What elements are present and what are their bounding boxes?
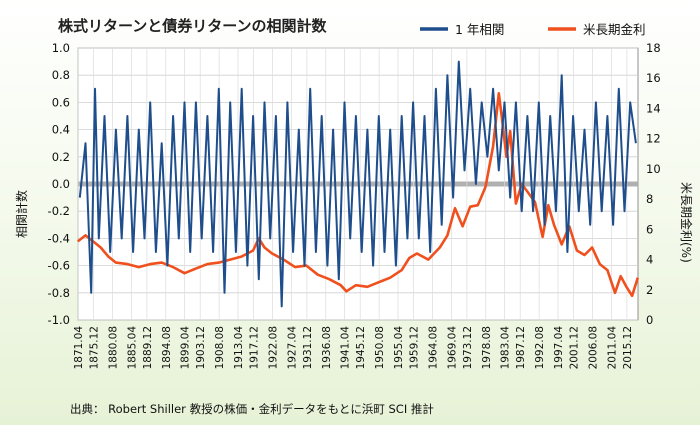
x-tick-label: 1927.04 <box>286 326 298 370</box>
y-right-tick-label: 4 <box>646 253 653 267</box>
x-tick-label: 1973.12 <box>462 326 474 369</box>
x-tick-label: 1871.04 <box>73 326 85 370</box>
legend-label-correlation: 1 年相関 <box>455 22 504 37</box>
chart-title: 株式リターンと債券リターンの相関計数 <box>58 17 328 35</box>
x-axis-ticks: 1871.04 1875.12 1880.08 1885.04 1889.12 1894.… <box>73 326 634 370</box>
x-tick-label: 2001.12 <box>569 326 581 369</box>
x-tick-label: 1978.08 <box>481 326 493 369</box>
y-axis-left-label: 相関計数 <box>14 190 29 238</box>
x-tick-label: 1983.04 <box>500 326 512 370</box>
x-tick-label: 1955.04 <box>393 326 405 370</box>
x-tick-label: 1894.08 <box>161 326 173 369</box>
series-rate <box>77 92 640 298</box>
y-axis-right-label: 米長期金利(%) <box>679 182 694 263</box>
y-right-tick-label: 2 <box>646 283 653 297</box>
x-tick-label: 1917.12 <box>249 326 261 369</box>
y-right-tick-label: 16 <box>646 71 661 85</box>
y-left-tick-label: -0.8 <box>48 286 70 300</box>
y-left-tick-label: 0.2 <box>52 150 70 164</box>
x-tick-label: 1950.08 <box>374 326 386 369</box>
y-left-tick-label: 1.0 <box>52 41 70 55</box>
x-tick-label: 1885.04 <box>126 326 138 370</box>
y-right-tick-label: 18 <box>646 41 661 55</box>
x-tick-label: 1903.12 <box>195 326 207 369</box>
x-tick-label: 1889.12 <box>142 326 154 369</box>
y-left-tick-label: -0.2 <box>48 204 70 218</box>
y-right-tick-label: 8 <box>646 192 653 206</box>
y-right-tick-label: 12 <box>646 132 661 146</box>
y-left-tick-label: 0.4 <box>52 123 70 137</box>
x-tick-label: 1908.08 <box>214 326 226 369</box>
legend-label-rate: 米長期金利 <box>583 22 646 37</box>
y-left-tick-label: 0.8 <box>52 68 70 82</box>
x-tick-label: 1941.04 <box>340 326 352 370</box>
x-tick-label: 1880.08 <box>107 326 119 369</box>
x-tick-label: 1945.12 <box>355 326 367 369</box>
y-left-tick-label: -0.6 <box>48 259 70 273</box>
x-tick-label: 1997.04 <box>553 326 565 370</box>
x-tick-label: 1964.08 <box>427 326 439 369</box>
series-correlation <box>78 60 637 308</box>
series-line <box>78 60 637 308</box>
y-left-tick-label: 0.0 <box>52 177 70 191</box>
y-right-tick-label: 6 <box>646 222 653 236</box>
x-tick-label: 1987.12 <box>515 326 527 369</box>
y-axis-left-ticks: 1.0 0.8 0.6 0.4 0.2 0.0 -0.2 -0.4 -0.6 -0.8 -1.0 <box>48 41 70 327</box>
x-tick-label: 1922.08 <box>267 326 279 369</box>
y-left-tick-label: -0.4 <box>48 231 70 245</box>
y-axis-right-ticks: 18 16 14 12 10 8 6 4 2 0 <box>646 41 661 327</box>
x-tick-label: 1936.08 <box>321 326 333 369</box>
y-right-tick-label: 0 <box>646 313 653 327</box>
x-tick-label: 1969.04 <box>446 326 458 370</box>
footer-source: 出典： Robert Shiller 教授の株価・金利データをもとに浜町 SCI… <box>70 402 434 416</box>
x-tick-label: 1899.04 <box>180 326 192 370</box>
series-line <box>77 92 640 298</box>
x-tick-label: 2015.12 <box>622 326 634 369</box>
x-tick-label: 1959.12 <box>409 326 421 369</box>
legend: 1 年相関 米長期金利 <box>420 22 646 37</box>
y-right-tick-label: 14 <box>646 101 661 115</box>
x-tick-label: 1992.08 <box>534 326 546 369</box>
x-tick-label: 1875.12 <box>89 326 101 369</box>
y-left-tick-label: -1.0 <box>48 313 70 327</box>
x-tick-label: 2011.04 <box>606 326 618 370</box>
x-tick-label: 1931.12 <box>302 326 314 369</box>
y-right-tick-label: 10 <box>646 162 661 176</box>
x-tick-label: 2006.08 <box>587 326 599 369</box>
y-left-tick-label: 0.6 <box>52 95 70 109</box>
x-tick-label: 1913.04 <box>233 326 245 370</box>
